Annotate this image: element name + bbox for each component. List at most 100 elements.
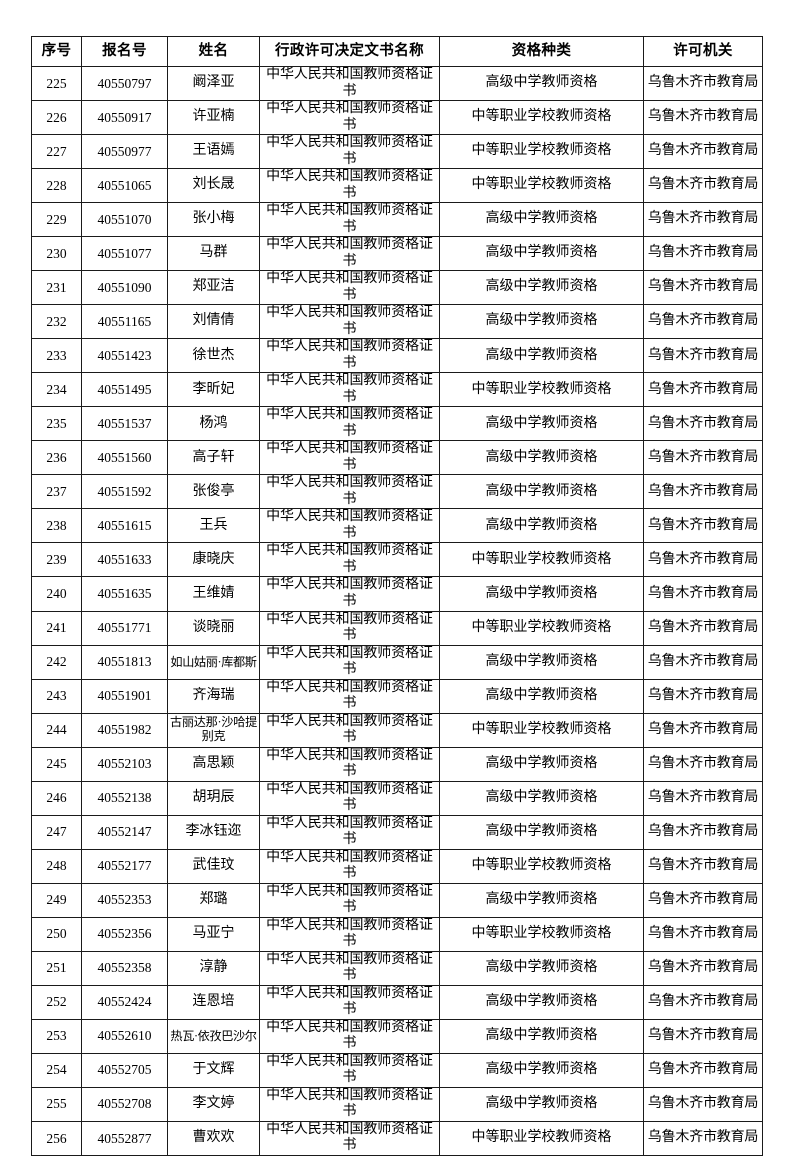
cell-index: 246 <box>31 780 82 816</box>
cell-registration-number: 40551423 <box>81 338 168 374</box>
cell-index: 247 <box>31 814 82 850</box>
cell-name: 高思颖 <box>167 746 260 782</box>
teacher-certificate-table: 序号 报名号 姓名 行政许可决定文书名称 资格种类 许可机关 225 405507… <box>31 36 763 1156</box>
cell-name: 郑亚洁 <box>167 270 260 306</box>
cell-qualification-type: 高级中学教师资格 <box>439 406 644 442</box>
document-page: 序号 报名号 姓名 行政许可决定文书名称 资格种类 许可机关 225 405507… <box>31 36 763 1156</box>
table-row: 250 40552356 马亚宁 中华人民共和国教师资格证书 中等职业学校教师资格 乌鲁木… <box>31 916 763 952</box>
cell-issuing-authority: 乌鲁木齐市教育局 <box>643 270 763 306</box>
cell-issuing-authority: 乌鲁木齐市教育局 <box>643 202 763 238</box>
cell-document-name: 中华人民共和国教师资格证书 <box>259 848 440 884</box>
cell-name: 曹欢欢 <box>167 1120 260 1156</box>
cell-registration-number: 40551070 <box>81 202 168 238</box>
cell-registration-number: 40551090 <box>81 270 168 306</box>
cell-issuing-authority: 乌鲁木齐市教育局 <box>643 950 763 986</box>
cell-qualification-type: 高级中学教师资格 <box>439 814 644 850</box>
table-row: 246 40552138 胡玥辰 中华人民共和国教师资格证书 高级中学教师资格 乌鲁木齐市… <box>31 780 763 816</box>
cell-name: 古丽达那·沙哈提别克 <box>167 712 260 748</box>
column-header-name: 姓名 <box>167 36 260 67</box>
cell-issuing-authority: 乌鲁木齐市教育局 <box>643 1052 763 1088</box>
cell-registration-number: 40550917 <box>81 100 168 136</box>
cell-issuing-authority: 乌鲁木齐市教育局 <box>643 100 763 136</box>
cell-index: 231 <box>31 270 82 306</box>
cell-name: 张小梅 <box>167 202 260 238</box>
cell-issuing-authority: 乌鲁木齐市教育局 <box>643 338 763 374</box>
cell-index: 242 <box>31 644 82 680</box>
cell-document-name: 中华人民共和国教师资格证书 <box>259 168 440 204</box>
cell-index: 256 <box>31 1120 82 1156</box>
cell-qualification-type: 中等职业学校教师资格 <box>439 542 644 578</box>
table-row: 228 40551065 刘长晟 中华人民共和国教师资格证书 中等职业学校教师资格 乌鲁木… <box>31 168 763 204</box>
cell-registration-number: 40551537 <box>81 406 168 442</box>
table-row: 244 40551982 古丽达那·沙哈提别克 中华人民共和国教师资格证书 中等职业学校… <box>31 712 763 748</box>
cell-document-name: 中华人民共和国教师资格证书 <box>259 882 440 918</box>
cell-name: 马亚宁 <box>167 916 260 952</box>
cell-index: 240 <box>31 576 82 612</box>
cell-registration-number: 40551077 <box>81 236 168 272</box>
cell-issuing-authority: 乌鲁木齐市教育局 <box>643 610 763 646</box>
cell-qualification-type: 高级中学教师资格 <box>439 678 644 714</box>
cell-registration-number: 40551771 <box>81 610 168 646</box>
cell-qualification-type: 中等职业学校教师资格 <box>439 916 644 952</box>
table-header: 序号 报名号 姓名 行政许可决定文书名称 资格种类 许可机关 <box>31 36 763 67</box>
cell-document-name: 中华人民共和国教师资格证书 <box>259 576 440 612</box>
table-row: 231 40551090 郑亚洁 中华人民共和国教师资格证书 高级中学教师资格 乌鲁木齐市… <box>31 270 763 306</box>
cell-document-name: 中华人民共和国教师资格证书 <box>259 644 440 680</box>
cell-issuing-authority: 乌鲁木齐市教育局 <box>643 134 763 170</box>
cell-registration-number: 40551982 <box>81 712 168 748</box>
cell-document-name: 中华人民共和国教师资格证书 <box>259 372 440 408</box>
cell-qualification-type: 中等职业学校教师资格 <box>439 168 644 204</box>
cell-issuing-authority: 乌鲁木齐市教育局 <box>643 984 763 1020</box>
cell-registration-number: 40552147 <box>81 814 168 850</box>
cell-name: 热瓦·依孜巴沙尔 <box>167 1018 260 1054</box>
table-row: 225 40550797 阚泽亚 中华人民共和国教师资格证书 高级中学教师资格 乌鲁木齐市… <box>31 65 763 102</box>
cell-registration-number: 40551901 <box>81 678 168 714</box>
cell-name: 刘长晟 <box>167 168 260 204</box>
cell-document-name: 中华人民共和国教师资格证书 <box>259 304 440 340</box>
cell-index: 237 <box>31 474 82 510</box>
cell-document-name: 中华人民共和国教师资格证书 <box>259 780 440 816</box>
cell-index: 236 <box>31 440 82 476</box>
cell-registration-number: 40552708 <box>81 1086 168 1122</box>
table-row: 252 40552424 连恩培 中华人民共和国教师资格证书 高级中学教师资格 乌鲁木齐市… <box>31 984 763 1020</box>
cell-document-name: 中华人民共和国教师资格证书 <box>259 1120 440 1156</box>
cell-registration-number: 40551065 <box>81 168 168 204</box>
table-row: 233 40551423 徐世杰 中华人民共和国教师资格证书 高级中学教师资格 乌鲁木齐市… <box>31 338 763 374</box>
cell-document-name: 中华人民共和国教师资格证书 <box>259 916 440 952</box>
cell-issuing-authority: 乌鲁木齐市教育局 <box>643 780 763 816</box>
cell-index: 234 <box>31 372 82 408</box>
cell-name: 李文婷 <box>167 1086 260 1122</box>
cell-document-name: 中华人民共和国教师资格证书 <box>259 814 440 850</box>
cell-registration-number: 40551592 <box>81 474 168 510</box>
cell-document-name: 中华人民共和国教师资格证书 <box>259 984 440 1020</box>
cell-registration-number: 40552353 <box>81 882 168 918</box>
cell-issuing-authority: 乌鲁木齐市教育局 <box>643 542 763 578</box>
cell-qualification-type: 中等职业学校教师资格 <box>439 848 644 884</box>
cell-registration-number: 40552103 <box>81 746 168 782</box>
table-row: 235 40551537 杨鸿 中华人民共和国教师资格证书 高级中学教师资格 乌鲁木齐市教… <box>31 406 763 442</box>
cell-qualification-type: 高级中学教师资格 <box>439 780 644 816</box>
cell-name: 王语嫣 <box>167 134 260 170</box>
cell-issuing-authority: 乌鲁木齐市教育局 <box>643 712 763 748</box>
cell-registration-number: 40551495 <box>81 372 168 408</box>
cell-registration-number: 40551615 <box>81 508 168 544</box>
cell-index: 239 <box>31 542 82 578</box>
cell-document-name: 中华人民共和国教师资格证书 <box>259 338 440 374</box>
cell-name: 李冰钰迩 <box>167 814 260 850</box>
cell-document-name: 中华人民共和国教师资格证书 <box>259 134 440 170</box>
table-row: 237 40551592 张俊亭 中华人民共和国教师资格证书 高级中学教师资格 乌鲁木齐市… <box>31 474 763 510</box>
cell-name: 张俊亭 <box>167 474 260 510</box>
cell-qualification-type: 高级中学教师资格 <box>439 1052 644 1088</box>
table-row: 230 40551077 马群 中华人民共和国教师资格证书 高级中学教师资格 乌鲁木齐市教… <box>31 236 763 272</box>
cell-qualification-type: 中等职业学校教师资格 <box>439 100 644 136</box>
cell-name: 高子轩 <box>167 440 260 476</box>
cell-issuing-authority: 乌鲁木齐市教育局 <box>643 372 763 408</box>
cell-index: 254 <box>31 1052 82 1088</box>
cell-document-name: 中华人民共和国教师资格证书 <box>259 406 440 442</box>
cell-qualification-type: 高级中学教师资格 <box>439 338 644 374</box>
cell-qualification-type: 中等职业学校教师资格 <box>439 1120 644 1156</box>
cell-registration-number: 40552358 <box>81 950 168 986</box>
table-row: 226 40550917 许亚楠 中华人民共和国教师资格证书 中等职业学校教师资格 乌鲁木… <box>31 100 763 136</box>
cell-name: 阚泽亚 <box>167 65 260 102</box>
cell-issuing-authority: 乌鲁木齐市教育局 <box>643 474 763 510</box>
